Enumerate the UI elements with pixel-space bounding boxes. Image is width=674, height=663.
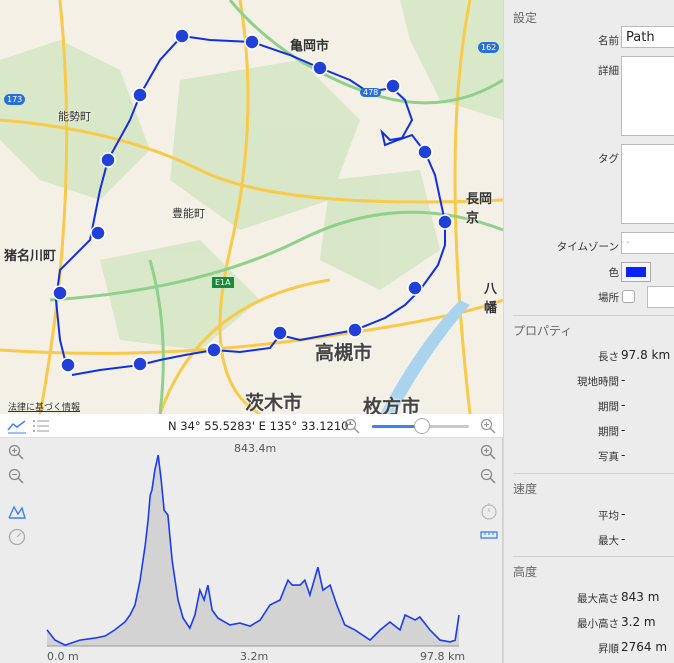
props-value: 97.8 km — [621, 348, 671, 362]
props-value: - — [621, 398, 626, 412]
altitude-label: 最小高さ — [577, 618, 619, 630]
map-view[interactable]: 亀岡市 能勢町 豊能町 猪名川町 長岡京 八幡 高槻市 茨木市 枚方市 173 … — [0, 0, 503, 414]
color-well[interactable] — [621, 262, 651, 282]
name-field[interactable]: Path — [621, 26, 674, 48]
list-view-icon[interactable] — [32, 419, 50, 433]
route-shield-173: 173 — [4, 94, 26, 105]
speed-label: 平均 — [598, 510, 619, 522]
timezone-field[interactable]: - — [621, 232, 674, 254]
color-label: 色 — [608, 267, 620, 279]
speed-mode-icon[interactable] — [8, 528, 26, 546]
elevation-area — [47, 455, 459, 646]
x-axis-start-label: 0.0 m — [47, 650, 79, 663]
map-label-nose: 能勢町 — [58, 110, 91, 123]
place-checkbox[interactable] — [622, 290, 635, 303]
x-axis-end-label: 97.8 km — [420, 650, 466, 663]
altitude-value: 3.2 m — [621, 615, 656, 629]
props-value: - — [621, 423, 626, 437]
properties-section-title: プロパティ — [513, 324, 573, 338]
map-label-nagaokakyo: 長岡京 — [466, 192, 493, 226]
chart-right-zoom-out-icon[interactable] — [480, 468, 496, 484]
altitude-label: 最大高さ — [577, 593, 619, 605]
distance-ruler-icon[interactable] — [480, 530, 498, 540]
speed-section-title: 速度 — [513, 482, 538, 496]
color-swatch — [626, 267, 646, 277]
map-label-hirakata: 枚方市 — [363, 396, 421, 414]
route-shield-162: 162 — [478, 42, 500, 53]
map-zoom-slider[interactable] — [372, 418, 469, 434]
slider-knob[interactable] — [414, 418, 430, 434]
settings-section-title: 設定 — [513, 11, 538, 25]
timezone-label: タイムゾーン — [556, 241, 619, 253]
chart-view-icon[interactable] — [7, 418, 27, 434]
divider — [513, 473, 674, 474]
place-field[interactable] — [647, 286, 674, 308]
route-shield-478: 478 — [360, 88, 382, 97]
chart-right-zoom-in-icon[interactable] — [480, 444, 496, 460]
map-label-kameoka: 亀岡市 — [290, 39, 330, 54]
map-label-yawata: 八幡 — [484, 282, 498, 316]
place-label: 場所 — [598, 292, 619, 304]
chart-zoom-in-icon[interactable] — [8, 444, 24, 460]
elevation-profile — [46, 454, 460, 647]
speed-value: - — [621, 507, 626, 521]
props-label: 現地時間 — [577, 376, 619, 388]
props-label: 期間 — [598, 401, 619, 413]
altitude-value: 2764 m — [621, 640, 668, 654]
map-label-ibaraki: 茨木市 — [245, 392, 303, 414]
peak-elevation-label: 843.4m — [234, 442, 277, 455]
speed-value: - — [621, 532, 626, 546]
altitude-section-title: 高度 — [513, 565, 538, 579]
map-label-toyono: 豊能町 — [172, 207, 205, 220]
altitude-value: 843 m — [621, 590, 660, 604]
inspector-panel: 設定 名前 Path 詳細 タグ タイムゾーン - 色 場所 プロパティ 速度 … — [503, 0, 674, 663]
x-axis-mid-label: 3.2m — [240, 650, 269, 663]
props-label: 写真 — [598, 451, 619, 463]
map-toolbar: N 34° 55.5283' E 135° 33.1210' — [0, 414, 503, 438]
props-value: - — [621, 373, 626, 387]
cursor-coordinates: N 34° 55.5283' E 135° 33.1210' — [168, 419, 352, 433]
zoom-out-icon[interactable] — [344, 418, 360, 434]
map-label-takatsuki: 高槻市 — [315, 342, 373, 364]
detail-field[interactable] — [621, 56, 674, 136]
tag-field[interactable] — [621, 144, 674, 224]
elevation-line — [46, 454, 460, 646]
elevation-mode-icon[interactable] — [8, 504, 26, 520]
speed-label: 最大 — [598, 535, 619, 547]
stopwatch-icon[interactable] — [480, 502, 498, 520]
map-label-inagawa: 猪名川町 — [4, 249, 57, 264]
chart-zoom-out-icon[interactable] — [8, 468, 24, 484]
zoom-in-icon[interactable] — [480, 418, 496, 434]
tag-label: タグ — [598, 153, 619, 165]
props-label: 長さ — [598, 351, 619, 363]
divider — [513, 556, 674, 557]
props-label: 期間 — [598, 426, 619, 438]
detail-label: 詳細 — [598, 65, 619, 77]
altitude-label: 昇順 — [598, 643, 619, 655]
name-label: 名前 — [598, 35, 619, 47]
map-base — [0, 0, 503, 414]
props-value: - — [621, 448, 626, 462]
expressway-shield-e1a: E1A — [212, 277, 234, 288]
legal-info-link[interactable]: 法律に基づく情報 — [8, 403, 81, 413]
elevation-chart[interactable]: 843.4m — [0, 438, 503, 663]
divider — [513, 315, 674, 316]
